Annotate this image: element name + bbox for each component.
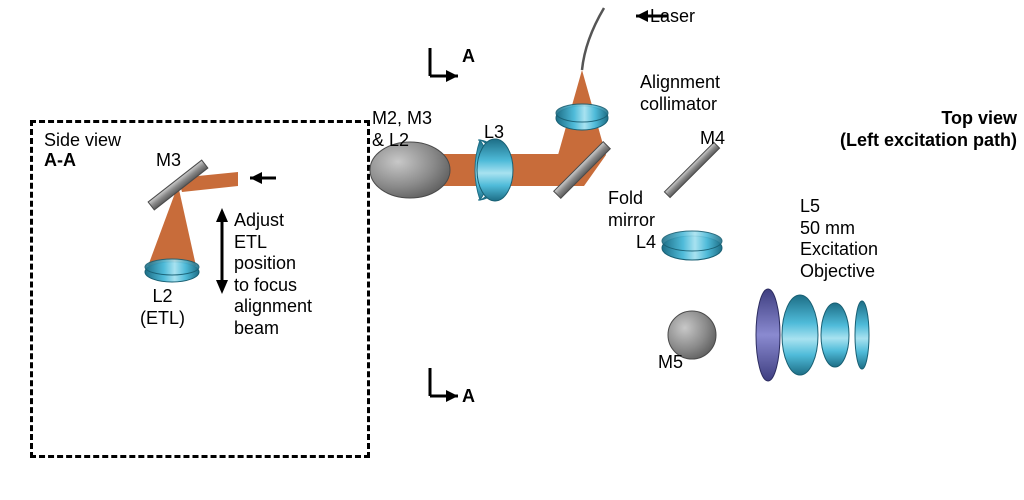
lens-l5-objective (756, 289, 869, 381)
label-side-view: Side view (44, 130, 121, 152)
section-marker-top (430, 48, 458, 82)
diagram-stage: Laser Alignment collimator Top view (Lef… (0, 0, 1024, 500)
label-section-a-top: A (462, 46, 475, 68)
label-side-view-aa: A-A (44, 150, 76, 172)
label-adjust: Adjust ETL position to focus alignment b… (234, 210, 312, 340)
label-laser: Laser (650, 6, 695, 28)
label-top-view: Top view (Left excitation path) (840, 108, 1017, 151)
lens-l3 (475, 139, 513, 201)
label-l3: L3 (484, 122, 504, 144)
label-alignment-collimator: Alignment collimator (640, 72, 720, 115)
section-marker-bottom (430, 368, 458, 402)
label-m5: M5 (658, 352, 683, 374)
label-l4: L4 (636, 232, 656, 254)
lens-l4 (662, 231, 722, 260)
side-in-arrow-icon (250, 172, 276, 184)
alignment-collimator-lens (556, 104, 608, 130)
label-section-a-bot: A (462, 386, 475, 408)
mirror-m4 (664, 142, 719, 197)
laser-fiber (582, 8, 604, 70)
label-m3-side: M3 (156, 150, 181, 172)
label-fold-mirror: Fold mirror (608, 188, 655, 231)
side-lens-l2-etl (145, 259, 199, 282)
label-l2-etl: L2 (ETL) (140, 286, 185, 329)
adjust-double-arrow-icon (216, 208, 228, 294)
label-l5: L5 50 mm Excitation Objective (800, 196, 878, 282)
label-m2m3l2: M2, M3 & L2 (372, 108, 432, 151)
label-m4: M4 (700, 128, 725, 150)
